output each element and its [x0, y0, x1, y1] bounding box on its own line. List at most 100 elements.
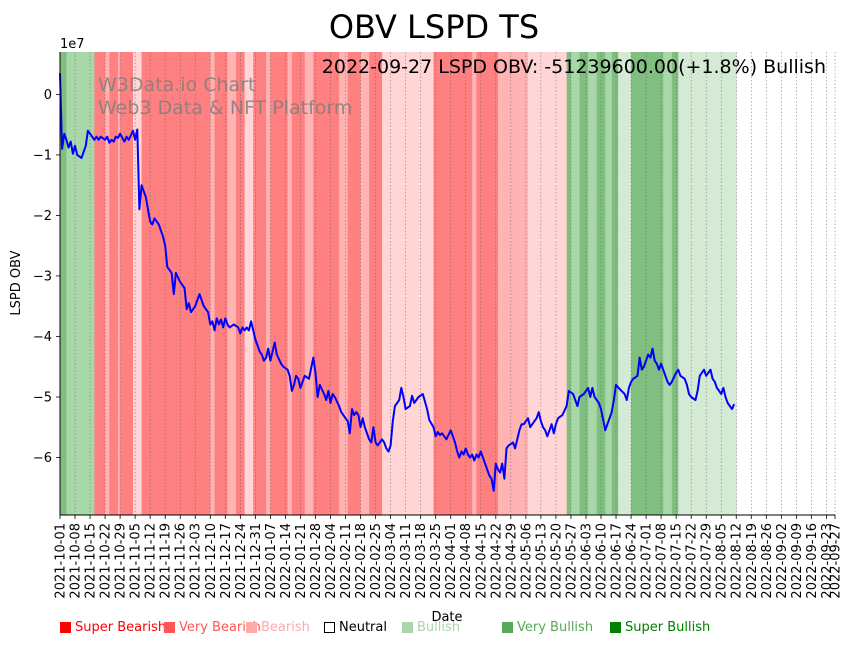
legend-label: Super Bearish	[75, 620, 167, 635]
sentiment-band-bearish	[105, 52, 110, 515]
sentiment-band-very-bearish	[433, 52, 473, 515]
y-tick-label: −4	[33, 330, 52, 345]
sentiment-band-bearish	[117, 52, 121, 515]
sentiment-band-very-bearish	[347, 52, 362, 515]
sentiment-band-bullish	[570, 52, 581, 515]
legend-swatch	[60, 622, 71, 633]
watermark-line-1: W3Data.io Chart	[98, 74, 255, 96]
latest-value-annotation: 2022-09-27 LSPD OBV: -51239600.00(+1.8%)…	[322, 56, 826, 78]
sentiment-band-very-bearish	[109, 52, 119, 515]
x-tick-label: 2022-07-22	[685, 523, 700, 599]
legend-super-bearish: Super Bearish	[60, 620, 166, 635]
sentiment-band-bullish	[605, 52, 613, 515]
x-tick-label: 2021-12-31	[249, 523, 264, 599]
x-tick-label: 2022-03-25	[429, 523, 444, 599]
x-tick-label: 2022-04-15	[474, 523, 489, 599]
x-tick-label: 2022-07-01	[640, 523, 655, 599]
sentiment-band-bearish	[210, 52, 216, 515]
x-tick-label: 2021-11-05	[129, 523, 144, 599]
x-axis-ticks: 2021-10-01 2021-10-08 2021-10-15 2021-10-22…	[54, 515, 844, 599]
sentiment-band-bullish-light	[618, 52, 632, 515]
x-tick-label: 2022-05-20	[549, 523, 564, 599]
sentiment-band-bullish	[588, 52, 598, 515]
y-tick-label: 0	[44, 88, 52, 103]
x-tick-label: 2022-04-01	[444, 523, 459, 599]
sentiment-band-very-bearish	[141, 52, 211, 515]
x-tick-label: 2022-02-04	[324, 523, 339, 599]
x-tick-label: 2021-10-08	[69, 523, 84, 599]
x-tick-label: 2022-01-21	[294, 523, 309, 599]
x-tick-label: 2022-08-05	[715, 523, 730, 599]
x-tick-label: 2022-06-03	[579, 523, 594, 599]
sentiment-band-bearish-light	[382, 52, 394, 515]
legend-bullish: Bullish	[402, 620, 460, 635]
sentiment-band-very-bullish	[631, 52, 636, 515]
x-tick-label: 2022-03-18	[414, 523, 429, 599]
legend-swatch	[610, 622, 621, 633]
x-tick-label: 2022-02-11	[339, 523, 354, 599]
y-exponent-label: 1e7	[60, 37, 85, 52]
sentiment-band-very-bullish	[671, 52, 679, 515]
legend-bearish: Bearish	[246, 620, 310, 635]
sentiment-band-bearish-light	[132, 52, 143, 515]
sentiment-band-very-bearish	[214, 52, 228, 515]
sentiment-band-bearish	[304, 52, 314, 515]
sentiment-band-very-bearish	[94, 52, 106, 515]
x-tick-label: 2022-08-19	[745, 523, 760, 599]
watermark-line-2: Web3 Data & NFT Platform	[98, 97, 352, 119]
sentiment-band-bullish-light	[704, 52, 737, 515]
legend-swatch	[502, 622, 513, 633]
sentiment-band-bearish	[339, 52, 349, 515]
legend-neutral: Neutral	[324, 620, 387, 635]
x-tick-label: 2022-09-02	[775, 523, 790, 599]
legend-swatch	[246, 622, 257, 633]
obv-series-line	[59, 73, 736, 492]
legend-swatch	[402, 622, 413, 633]
sentiment-band-bearish-light	[424, 52, 435, 515]
sentiment-band-bearish	[287, 52, 293, 515]
legend-label: Very Bullish	[517, 620, 594, 635]
y-tick-label: −1	[33, 148, 52, 163]
x-tick-label: 2022-07-15	[670, 523, 685, 599]
legend-label: Very Bearish	[179, 620, 261, 635]
x-tick-label: 2022-09-16	[805, 523, 820, 599]
sentiment-band-bearish-light	[244, 52, 254, 515]
x-tick-label: 2022-04-29	[504, 523, 519, 599]
x-tick-label: 2022-04-08	[459, 523, 474, 599]
sentiment-band-very-bullish	[611, 52, 619, 515]
x-tick-label: 2021-10-22	[99, 523, 114, 599]
x-tick-label: 2021-12-24	[234, 523, 249, 599]
x-tick-label: 2022-08-12	[730, 523, 745, 599]
x-tick-label: 2021-11-12	[144, 523, 159, 599]
sentiment-band-very-bearish	[291, 52, 306, 515]
chart-title: OBV LSPD TS	[329, 8, 539, 46]
legend-very-bullish: Very Bullish	[502, 620, 593, 635]
x-tick-label: 2021-10-29	[114, 523, 129, 599]
x-tick-label: 2022-03-04	[384, 523, 399, 599]
y-tick-label: −5	[33, 390, 52, 405]
sentiment-band-bearish	[227, 52, 237, 515]
x-tick-label: 2022-06-10	[594, 523, 609, 599]
sentiment-bands	[60, 52, 737, 515]
sentiment-band-very-bearish	[313, 52, 340, 515]
sentiment-band-bullish	[66, 52, 95, 515]
x-tick-label: 2022-01-07	[264, 523, 279, 599]
sentiment-band-bearish-light	[392, 52, 426, 515]
x-axis-label: Date	[431, 610, 462, 625]
x-tick-label: 2022-03-11	[399, 523, 414, 599]
sentiment-band-very-bearish	[476, 52, 499, 515]
legend-swatch	[164, 622, 175, 633]
y-axis-label: LSPD OBV	[9, 250, 24, 315]
x-tick-label: 2022-07-29	[700, 523, 715, 599]
sentiment-band-bearish-light	[528, 52, 568, 515]
x-tick-label: 2021-12-03	[189, 523, 204, 599]
sentiment-band-bearish	[497, 52, 508, 515]
legend-very-bearish: Very Bearish	[164, 620, 261, 635]
legend-label: Super Bullish	[625, 620, 711, 635]
sentiment-band-bearish	[472, 52, 477, 515]
x-tick-label: 2022-09-27	[829, 523, 844, 599]
legend-swatch	[324, 622, 335, 633]
x-tick-label: 2022-05-27	[564, 523, 579, 599]
sentiment-band-bearish	[266, 52, 271, 515]
x-tick-label: 2021-12-17	[219, 523, 234, 599]
